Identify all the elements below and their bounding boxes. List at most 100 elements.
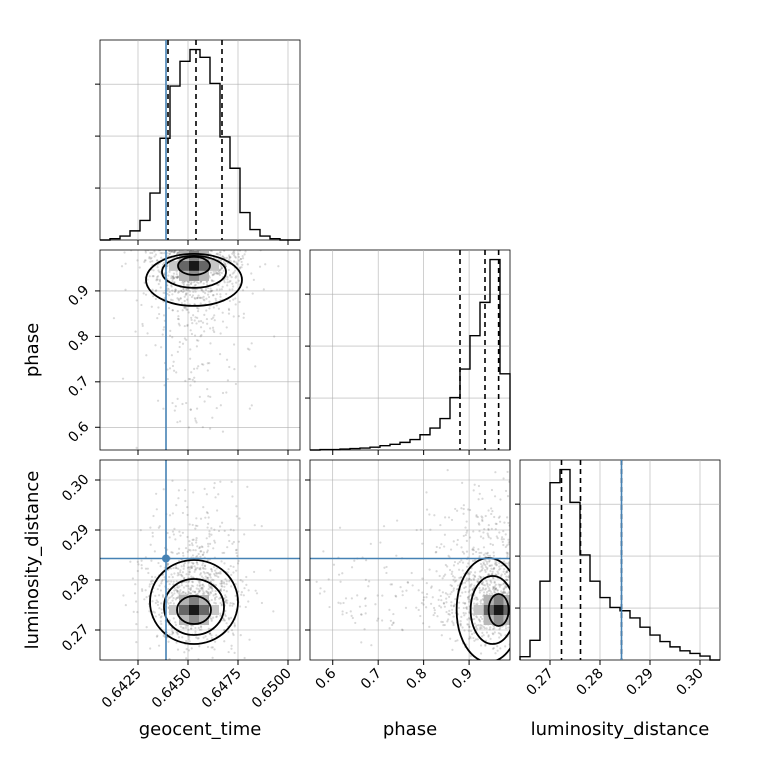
sample-point	[213, 541, 217, 544]
sample-point	[221, 585, 224, 588]
sample-point	[193, 296, 196, 300]
sample-point	[215, 634, 218, 637]
sample-point	[228, 365, 231, 369]
sample-point	[190, 542, 194, 545]
sample-point	[201, 553, 204, 557]
sample-point	[471, 548, 474, 551]
sample-point	[430, 586, 433, 589]
sample-point	[173, 251, 176, 254]
sample-point	[389, 583, 392, 586]
sample-point	[481, 564, 484, 567]
density-cell	[493, 595, 504, 605]
sample-point	[468, 536, 472, 539]
sample-point	[221, 551, 224, 555]
sample-point	[223, 562, 226, 565]
sample-point	[450, 584, 454, 588]
sample-point	[193, 284, 196, 287]
sample-point	[178, 590, 181, 593]
sample-point	[447, 618, 450, 621]
sample-point	[185, 292, 188, 295]
sample-point	[481, 567, 484, 570]
sample-point	[234, 297, 237, 300]
sample-point	[222, 279, 226, 282]
sample-point	[471, 559, 475, 562]
sample-point	[194, 297, 197, 300]
sample-point	[476, 580, 479, 583]
sample-point	[170, 567, 173, 570]
sample-point	[237, 255, 241, 259]
sample-point	[112, 317, 116, 320]
sample-point	[463, 602, 466, 605]
sample-point	[201, 563, 204, 567]
sample-point	[166, 264, 169, 267]
sample-point	[159, 286, 162, 289]
x-tick-label-geocent_time: 0.6425	[99, 666, 145, 712]
sample-point	[223, 613, 227, 616]
sample-point	[212, 294, 215, 297]
sample-point	[479, 535, 483, 538]
sample-point	[218, 525, 222, 528]
sample-point	[220, 266, 224, 269]
sample-point	[176, 586, 179, 589]
sample-point	[218, 271, 221, 274]
sample-point	[191, 294, 195, 297]
sample-point	[245, 575, 248, 579]
hist-panel-geocent_time	[95, 39, 301, 245]
sample-point	[232, 285, 235, 288]
sample-point	[148, 257, 151, 260]
sample-point	[485, 591, 489, 594]
sample-point	[480, 635, 484, 638]
sample-point	[219, 572, 222, 575]
sample-point	[196, 306, 199, 310]
sample-point	[487, 634, 490, 637]
sample-point	[469, 637, 472, 640]
sample-point	[486, 583, 489, 586]
sample-point	[153, 255, 156, 258]
sample-point	[174, 290, 177, 293]
sample-point	[506, 578, 509, 582]
sample-point	[194, 419, 197, 422]
sample-point	[160, 611, 163, 615]
sample-point	[153, 550, 156, 553]
sample-point	[176, 317, 180, 320]
sample-point	[446, 565, 449, 568]
sample-point	[467, 637, 471, 640]
sample-point	[502, 543, 505, 547]
sample-point	[200, 628, 203, 631]
sample-point	[227, 254, 231, 257]
sample-point	[161, 333, 164, 336]
sample-point	[242, 312, 246, 315]
sample-point	[231, 542, 234, 545]
sample-point	[319, 587, 322, 590]
sample-point	[202, 577, 205, 580]
sample-point	[374, 603, 377, 606]
sample-point	[477, 484, 481, 488]
sample-point	[450, 591, 453, 594]
sample-point	[166, 563, 169, 566]
sample-point	[196, 309, 200, 313]
sample-point	[503, 568, 506, 571]
sample-point	[491, 570, 494, 573]
sample-point	[152, 295, 155, 298]
sample-point	[196, 566, 199, 570]
sample-point	[151, 600, 154, 603]
sample-point	[133, 592, 137, 595]
sample-point	[135, 623, 138, 626]
sample-point	[151, 535, 154, 538]
sample-point	[227, 312, 231, 315]
density-cell	[199, 270, 209, 281]
sample-point	[181, 626, 184, 629]
sample-point	[248, 638, 251, 641]
sample-point	[206, 293, 210, 296]
sample-point	[197, 320, 200, 323]
sample-point	[487, 527, 490, 531]
sample-point	[490, 564, 493, 567]
sample-point	[213, 528, 216, 531]
sample-point	[150, 575, 154, 579]
sample-point	[154, 615, 157, 618]
sample-point	[388, 608, 391, 611]
sample-point	[187, 649, 191, 652]
sample-point	[174, 275, 177, 279]
sample-point	[194, 283, 197, 286]
sample-point	[411, 584, 414, 587]
